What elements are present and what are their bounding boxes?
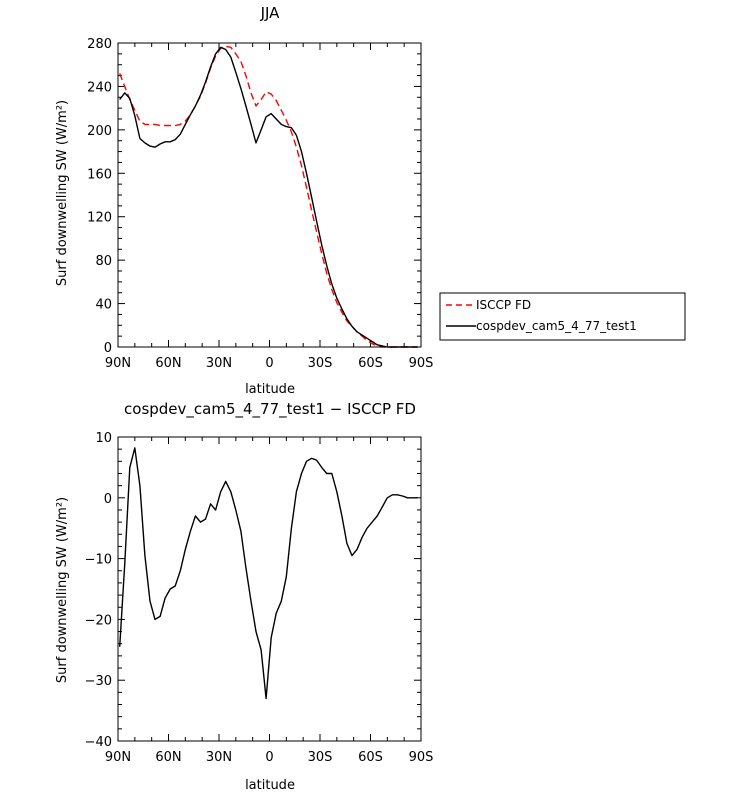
bottom-ticks-layer: 90N 60N 30N 0 30S 60S 90S −40 −30 −20 −10 0 10 bbox=[85, 431, 434, 765]
legend-label-cospdev: cospdev_cam5_4_77_test1 bbox=[476, 319, 637, 333]
bottom-y-tick-label: 0 bbox=[104, 492, 112, 507]
bottom-lines-layer bbox=[119, 447, 418, 700]
bottom-x-tick-label: 30S bbox=[308, 750, 333, 765]
top-x-tick-label: 30S bbox=[308, 356, 333, 371]
top-y-tick-label: 120 bbox=[87, 211, 112, 226]
top-ticks-layer: 90N 60N 30N 0 30S 60S 90S 0 40 80 120 160 200 240 280 bbox=[87, 37, 433, 371]
top-x-tick-label: 0 bbox=[265, 356, 273, 371]
top-x-tick-label: 60N bbox=[155, 356, 181, 371]
top-x-tick-label: 60S bbox=[358, 356, 383, 371]
top-y-tick-label: 0 bbox=[104, 341, 112, 356]
top-lines-layer bbox=[119, 45, 418, 348]
bottom-y-tick-label: −40 bbox=[85, 735, 112, 750]
bottom-y-tick-label: −10 bbox=[85, 553, 112, 568]
bottom-y-axis-label: Surf downwelling SW (W/m²) bbox=[55, 497, 70, 683]
top-x-axis-label: latitude bbox=[245, 382, 295, 397]
bottom-y-tick-label: −20 bbox=[85, 613, 112, 628]
top-y-tick-label: 280 bbox=[87, 37, 112, 52]
bottom-y-tick-label: 10 bbox=[95, 431, 112, 446]
bottom-x-tick-label: 0 bbox=[265, 750, 273, 765]
top-chart-title: JJA bbox=[260, 4, 281, 22]
legend-box bbox=[439, 292, 686, 341]
bottom-y-tick-label: −30 bbox=[85, 674, 112, 689]
bottom-plot-frame bbox=[117, 436, 422, 742]
top-y-axis-label: Surf downwelling SW (W/m²) bbox=[55, 100, 70, 286]
top-plot-frame bbox=[117, 42, 422, 348]
top-y-tick-label: 40 bbox=[95, 298, 112, 313]
legend: ISCCP FD cospdev_cam5_4_77_test1 bbox=[439, 292, 686, 341]
bottom-x-tick-label: 90N bbox=[105, 750, 131, 765]
bottom-x-tick-label: 90S bbox=[409, 750, 434, 765]
legend-label-isccp: ISCCP FD bbox=[476, 298, 531, 312]
top-y-tick-label: 200 bbox=[87, 124, 112, 139]
top-y-tick-label: 240 bbox=[87, 80, 112, 95]
bottom-x-tick-label: 60N bbox=[155, 750, 181, 765]
bottom-x-tick-label: 30N bbox=[206, 750, 232, 765]
bottom-panel: cospdev_cam5_4_77_test1 − ISCCP FD latit… bbox=[55, 400, 433, 793]
top-y-tick-label: 80 bbox=[95, 254, 112, 269]
top-series-line-cospdev-cam5-4-77-test1 bbox=[119, 46, 418, 348]
bottom-x-tick-label: 60S bbox=[358, 750, 383, 765]
top-x-tick-label: 90S bbox=[409, 356, 434, 371]
top-x-tick-label: 90N bbox=[105, 356, 131, 371]
top-y-tick-label: 160 bbox=[87, 167, 112, 182]
top-x-tick-label: 30N bbox=[206, 356, 232, 371]
bottom-series-line-difference bbox=[119, 447, 418, 700]
top-panel: JJA latitude Surf downwelling SW (W/m²) … bbox=[55, 4, 686, 397]
top-series-line-isccp-fd bbox=[119, 45, 418, 348]
bottom-chart-title: cospdev_cam5_4_77_test1 − ISCCP FD bbox=[124, 400, 416, 419]
bottom-x-axis-label: latitude bbox=[245, 778, 295, 793]
